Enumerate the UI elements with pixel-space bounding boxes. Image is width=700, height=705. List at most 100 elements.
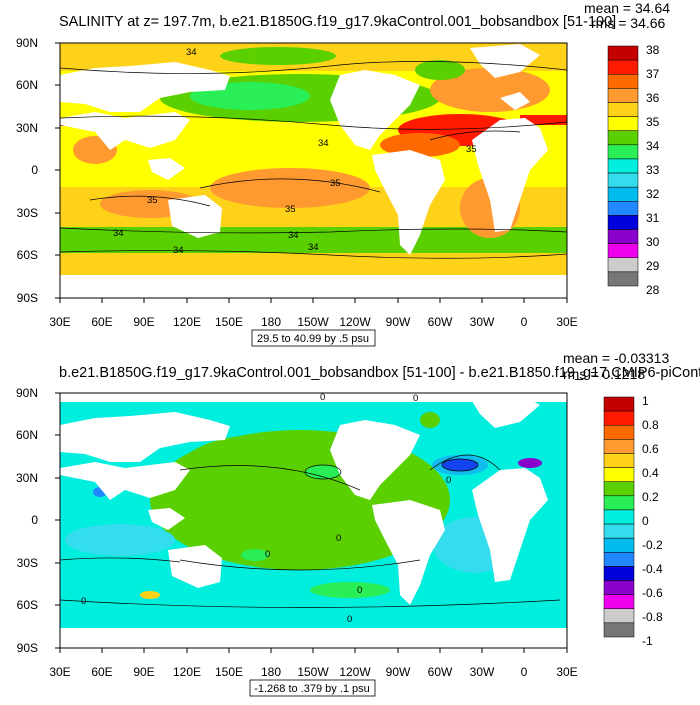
colorbar-bottom: 1 0.8 0.6 0.4 0.2 0 -0.2 -0.4 -0.6 -0.8 -1 — [603, 394, 663, 648]
x-tick-label: 150W — [297, 315, 329, 329]
x-tick-label: 60W — [428, 665, 453, 679]
colorbar-label: 36 — [646, 91, 660, 105]
x-tick-label: 150W — [297, 665, 329, 679]
contour-label: 35 — [330, 178, 341, 189]
colorbar-swatch — [603, 594, 635, 610]
y-tick-label: 0 — [31, 163, 38, 177]
y-axis-labels: 90N 60N 30N 0 30S 60S 90S — [16, 36, 38, 305]
x-tick-label: 150E — [215, 665, 243, 679]
colorbar-swatch — [607, 271, 639, 287]
colorbar-label: 37 — [646, 67, 660, 81]
colorbar-swatch — [603, 439, 635, 454]
x-tick-label: 120W — [339, 665, 371, 679]
colorbar-swatch — [603, 410, 635, 426]
colorbar-top: 38 37 36 35 34 33 32 31 30 29 28 — [607, 43, 660, 297]
colorbar-swatch — [603, 566, 635, 581]
y-tick-label: 90N — [16, 36, 38, 50]
contour-label: 0 — [265, 549, 270, 560]
colorbar-swatch — [607, 243, 639, 259]
colorbar-label: 33 — [646, 163, 660, 177]
contour-label: 0 — [446, 475, 451, 486]
rms-stat: rms = 0.1218 — [563, 366, 645, 382]
x-tick-label: 90E — [133, 665, 154, 679]
colorbar-swatch — [607, 144, 639, 160]
x-tick-label: 90W — [386, 665, 411, 679]
top-axis-ticks — [55, 42, 568, 303]
colorbar-swatch — [607, 116, 639, 131]
colorbar-label: -0.6 — [642, 586, 663, 600]
rms-stat: rms = 34.66 — [591, 15, 666, 31]
x-tick-label: 150E — [215, 315, 243, 329]
colorbar-swatch — [607, 88, 639, 103]
x-tick-label: 30E — [556, 315, 577, 329]
contour-label: 34 — [173, 245, 184, 256]
contour-label: 0 — [413, 393, 418, 404]
x-tick-label: 60E — [91, 315, 112, 329]
y-tick-label: 60S — [17, 248, 38, 262]
contour-label: 34 — [113, 228, 124, 239]
x-tick-label: 30E — [556, 665, 577, 679]
contour-label: 35 — [466, 144, 477, 155]
colorbar-swatch — [603, 467, 635, 482]
contour-label: 0 — [81, 596, 86, 607]
x-tick-label: 0 — [521, 315, 528, 329]
x-tick-label: 0 — [521, 665, 528, 679]
mean-stat: mean = -0.03313 — [563, 350, 669, 366]
colorbar-swatch — [607, 45, 639, 61]
colorbar-swatch — [603, 580, 635, 595]
x-tick-label: 120E — [173, 665, 201, 679]
map-field — [60, 393, 567, 648]
y-tick-label: 60N — [16, 428, 38, 442]
x-tick-label: 60E — [91, 665, 112, 679]
y-axis-labels: 90N 60N 30N 0 30S 60S 90S — [16, 386, 38, 655]
contour-label: 34 — [288, 230, 299, 241]
x-tick-label: 30W — [470, 315, 495, 329]
colorbar-swatch — [607, 73, 639, 89]
panel-title: SALINITY at z= 197.7m, b.e21.B1850G.f19_… — [59, 14, 616, 30]
y-tick-label: 0 — [31, 513, 38, 527]
colorbar-swatch — [603, 537, 635, 553]
colorbar-label: 0 — [642, 514, 649, 528]
mean-stat: mean = 34.64 — [584, 0, 670, 16]
colorbar-label: -0.2 — [642, 538, 663, 552]
x-axis-labels: 30E 60E 90E 120E 150E 180 150W 120W 90W … — [49, 315, 577, 329]
panel-title: b.e21.B1850G.f19_g17.9kaControl.001_bobs… — [59, 365, 700, 381]
x-axis-labels: 30E 60E 90E 120E 150E 180 150W 120W 90W … — [49, 665, 577, 679]
colorbar-swatch — [603, 622, 635, 638]
contour-label: 34 — [308, 242, 319, 253]
colorbar-label: 38 — [646, 43, 660, 57]
x-tick-label: 60W — [428, 315, 453, 329]
x-tick-label: 30W — [470, 665, 495, 679]
contour-label: 35 — [285, 204, 296, 215]
colorbar-swatch — [607, 215, 639, 230]
contour-info-box: 29.5 to 40.99 by .5 psu — [257, 333, 369, 345]
y-tick-label: 30N — [16, 121, 38, 135]
y-tick-label: 60N — [16, 78, 38, 92]
contour-labels: 0 0 0 0 0 0 0 0 — [81, 392, 451, 625]
y-tick-label: 30S — [17, 556, 38, 570]
colorbar-swatch — [607, 158, 639, 174]
colorbar-swatch — [607, 130, 639, 146]
y-tick-label: 30S — [17, 206, 38, 220]
y-tick-label: 90N — [16, 386, 38, 400]
colorbar-label: 34 — [646, 139, 660, 153]
contour-label: 0 — [347, 614, 352, 625]
contour-info-box: -1.268 to .379 by .1 psu — [254, 683, 370, 695]
colorbar-swatch — [603, 453, 635, 468]
map-field — [60, 43, 567, 298]
contour-label: 0 — [336, 533, 341, 544]
contour-label: 35 — [147, 195, 158, 206]
contour-label: 0 — [357, 585, 362, 596]
panel-top: SALINITY at z= 197.7m, b.e21.B1850G.f19_… — [16, 0, 670, 347]
colorbar-label: 1 — [642, 394, 649, 408]
colorbar-swatch — [603, 552, 635, 567]
y-tick-label: 60S — [17, 598, 38, 612]
colorbar-label: 0.6 — [642, 442, 659, 456]
colorbar-swatch — [607, 172, 639, 188]
x-tick-label: 90E — [133, 315, 154, 329]
colorbar-swatch — [603, 424, 635, 440]
colorbar-label: -0.4 — [642, 562, 663, 576]
colorbar-swatch — [603, 608, 635, 624]
contour-label: 0 — [320, 392, 325, 403]
contour-label: 34 — [186, 47, 197, 58]
